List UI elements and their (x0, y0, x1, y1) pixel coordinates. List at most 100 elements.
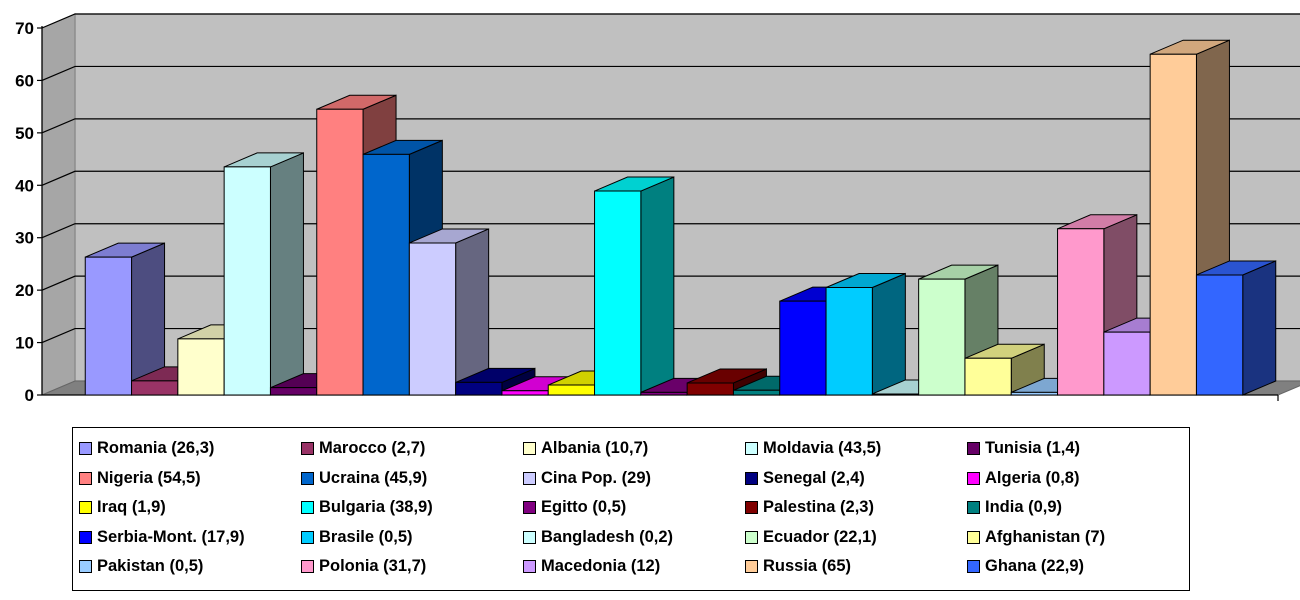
y-tick-label: 40 (15, 176, 34, 195)
legend-entry: Ucraina (45,9) (301, 464, 523, 494)
legend-entry: Bulgaria (38,9) (301, 493, 523, 523)
legend-swatch (301, 442, 314, 456)
legend-entry: Macedonia (12) (523, 552, 745, 582)
legend-swatch (967, 560, 980, 574)
y-tick-label: 60 (15, 71, 34, 90)
legend-entry: Serbia-Mont. (17,9) (79, 523, 301, 553)
bar-side (640, 176, 675, 396)
legend-label: Cina Pop. (29) (541, 468, 652, 487)
legend-entry: Cina Pop. (29) (523, 464, 745, 494)
bar (408, 228, 490, 396)
bar-front (594, 190, 642, 396)
legend-label: Pakistan (0,5) (97, 557, 204, 576)
bar-front (223, 166, 271, 396)
legend-entry: Iraq (1,9) (79, 493, 301, 523)
legend-swatch (301, 471, 314, 485)
gridline (41, 65, 1300, 81)
legend-label: Egitto (0,5) (541, 498, 627, 517)
y-tick-label: 50 (15, 124, 34, 143)
legend-swatch (745, 530, 758, 544)
bar (1195, 260, 1277, 396)
legend-label: Macedonia (12) (541, 557, 661, 576)
legend-label: Albania (10,7) (541, 439, 649, 458)
legend-entry: Egitto (0,5) (523, 493, 745, 523)
legend-swatch (301, 530, 314, 544)
bar-front (131, 380, 179, 396)
legend-entry: Brasile (0,5) (301, 523, 523, 553)
bar-front (640, 391, 688, 396)
bar-front (177, 338, 225, 396)
chart-legend: Romania (26,3) Marocco (2,7) Albania (10,7… (72, 427, 1190, 591)
bar-front (871, 393, 920, 396)
legend-label: Algeria (0,8) (985, 468, 1080, 487)
legend-swatch (523, 442, 536, 456)
legend-label: Serbia-Mont. (17,9) (97, 527, 245, 546)
legend-swatch (79, 471, 92, 485)
y-tick-label: 30 (15, 229, 34, 248)
legend-entry: Albania (10,7) (523, 434, 745, 464)
legend-entry: Marocco (2,7) (301, 434, 523, 464)
legend-swatch (967, 471, 980, 485)
bar-side (269, 152, 304, 396)
legend-label: Russia (65) (763, 557, 852, 576)
bar (223, 152, 304, 396)
legend-label: Iraq (1,9) (97, 498, 166, 517)
bar (964, 343, 1045, 396)
gridline (41, 170, 1300, 186)
y-tick-label: 70 (15, 19, 34, 38)
bar-front (362, 153, 410, 396)
bar-chart: 0 10 20 30 40 50 60 70 (15, 13, 1300, 405)
legend-label: Moldavia (43,5) (763, 439, 882, 458)
legend-label: Ucraina (45,9) (319, 468, 428, 487)
legend-entry: Moldavia (43,5) (745, 434, 967, 464)
bar-front (1149, 53, 1197, 396)
legend-label: Brasile (0,5) (319, 527, 413, 546)
legend-entry: Palestina (2,3) (745, 493, 967, 523)
y-tick-label: 10 (15, 334, 34, 353)
bar-front (1010, 391, 1059, 396)
y-tick-label: 0 (25, 386, 34, 405)
side-wall (41, 13, 76, 396)
legend-swatch (79, 530, 92, 544)
gridline (41, 118, 1300, 134)
legend-entry: Polonia (31,7) (301, 552, 523, 582)
legend-entry: Tunisia (1,4) (967, 434, 1189, 464)
legend-swatch (967, 530, 980, 544)
legend-swatch (301, 501, 314, 515)
gridline (41, 223, 1300, 239)
legend-label: Palestina (2,3) (763, 498, 874, 517)
y-tick-label: 20 (15, 281, 34, 300)
bar-front (269, 387, 318, 396)
legend-swatch (79, 442, 92, 456)
legend-entry: Senegal (2,4) (745, 464, 967, 494)
legend-swatch (745, 560, 758, 574)
legend-entry: Pakistan (0,5) (79, 552, 301, 582)
bar-front (686, 382, 734, 396)
bar-side (871, 272, 906, 396)
bar-side (1242, 260, 1277, 396)
legend-swatch (967, 442, 980, 456)
legend-entry: Ghana (22,9) (967, 552, 1189, 582)
bar-front (964, 357, 1012, 396)
legend-entry: Algeria (0,8) (967, 464, 1189, 494)
bar-front (825, 287, 873, 396)
legend-label: Marocco (2,7) (319, 439, 426, 458)
legend-entry: Bangladesh (0,2) (523, 523, 745, 553)
legend-label: India (0,9) (985, 498, 1063, 517)
legend-swatch (745, 471, 758, 485)
legend-label: Senegal (2,4) (763, 468, 865, 487)
legend-swatch (301, 560, 314, 574)
legend-swatch (745, 442, 758, 456)
legend-label: Ghana (22,9) (985, 557, 1085, 576)
legend-label: Tunisia (1,4) (985, 439, 1081, 458)
bar-front (84, 256, 133, 396)
bar-front (779, 300, 827, 396)
legend-entry: Ecuador (22,1) (745, 523, 967, 553)
bar-front (547, 384, 596, 396)
gridline (41, 13, 1300, 29)
legend-label: Ecuador (22,1) (763, 527, 877, 546)
bar-front (918, 278, 966, 396)
legend-entry: Afghanistan (7) (967, 523, 1189, 553)
legend-label: Afghanistan (7) (985, 527, 1106, 546)
legend-entry: India (0,9) (967, 493, 1189, 523)
